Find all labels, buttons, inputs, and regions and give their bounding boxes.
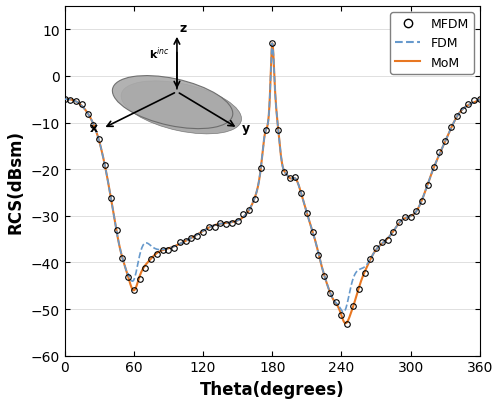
FDM — [152, 247, 158, 252]
Legend: MFDM, FDM, MoM: MFDM, FDM, MoM — [390, 13, 473, 75]
MFDM — [477, 98, 483, 102]
MoM — [152, 252, 158, 257]
Line: FDM: FDM — [64, 44, 480, 312]
MoM — [348, 310, 354, 315]
FDM — [340, 310, 346, 315]
MoM — [170, 245, 176, 249]
FDM — [62, 98, 68, 102]
Y-axis label: RCS(dBsm): RCS(dBsm) — [7, 130, 25, 233]
FDM — [348, 283, 354, 288]
Line: MoM: MoM — [64, 44, 480, 324]
MoM — [306, 220, 312, 225]
MFDM — [430, 165, 436, 170]
MFDM — [200, 230, 206, 234]
X-axis label: Theta(degrees): Theta(degrees) — [200, 380, 344, 398]
MoM — [269, 42, 275, 47]
MoM — [266, 113, 272, 118]
FDM — [477, 98, 483, 102]
MFDM — [344, 322, 350, 327]
MoM — [440, 145, 446, 149]
MoM — [477, 98, 483, 102]
MFDM — [448, 125, 454, 130]
FDM — [266, 113, 272, 118]
MFDM — [154, 252, 160, 257]
MFDM — [269, 41, 275, 46]
FDM — [170, 245, 176, 249]
MFDM — [62, 97, 68, 102]
FDM — [306, 220, 312, 225]
MoM — [62, 98, 68, 102]
MoM — [342, 321, 348, 326]
Line: MFDM: MFDM — [62, 41, 482, 327]
FDM — [269, 42, 275, 47]
MFDM — [275, 128, 281, 133]
MFDM — [419, 199, 425, 204]
FDM — [440, 145, 446, 149]
